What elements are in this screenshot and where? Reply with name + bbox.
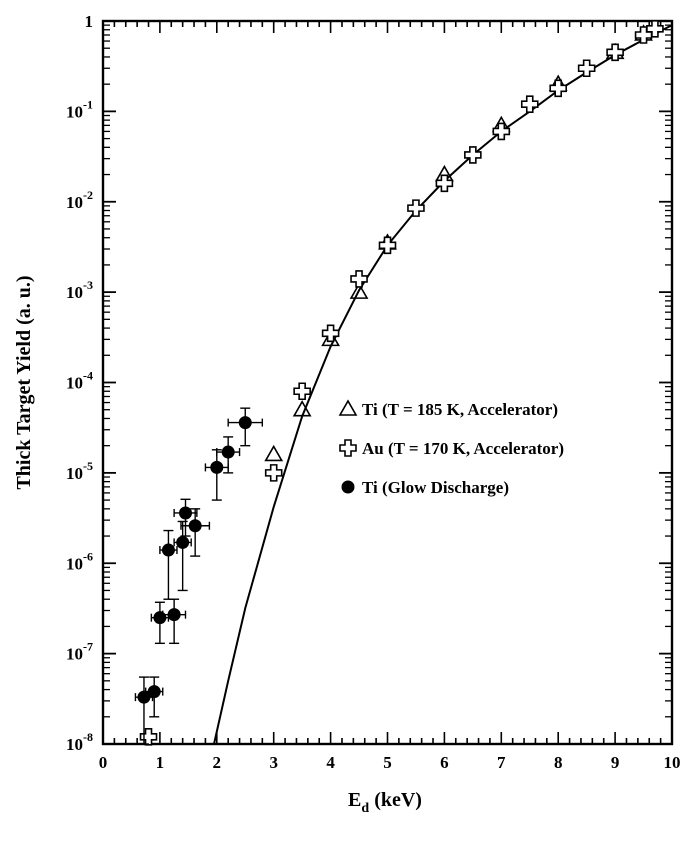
x-axis-title: Ed (keV) <box>348 789 422 816</box>
x-tick-label: 0 <box>99 753 108 772</box>
legend-label: Ti (T = 185 K, Accelerator) <box>362 400 558 419</box>
au-accelerator-point <box>350 270 368 288</box>
glow-discharge-point <box>179 506 193 520</box>
glow-discharge-point <box>147 685 161 699</box>
y-tick-label: 10-3 <box>66 278 93 302</box>
y-tick-label: 10-5 <box>66 459 93 483</box>
au-accelerator-point <box>407 199 425 217</box>
glow-discharge-point <box>161 543 175 557</box>
glow-discharge-point <box>167 608 181 622</box>
legend-label: Au (T = 170 K, Accelerator) <box>362 439 564 458</box>
glow-discharge-point <box>137 690 151 704</box>
legend-circle-icon <box>341 480 355 494</box>
fit-curve <box>213 24 673 745</box>
y-tick-label: 10-8 <box>66 730 93 754</box>
x-tick-label: 7 <box>497 753 506 772</box>
au-accelerator-point <box>264 464 283 482</box>
y-axis-title: Thick Target Yield (a. u.) <box>13 275 35 489</box>
legend: Ti (T = 185 K, Accelerator) Au (T = 170 K… <box>338 399 564 497</box>
ti-accelerator-point <box>321 329 340 347</box>
y-tick-label: 10-1 <box>66 97 93 121</box>
legend-triangle-icon <box>338 399 358 416</box>
x-tick-label: 9 <box>611 753 620 772</box>
legend-label: Ti (Glow Discharge) <box>362 478 509 497</box>
y-tick-label: 10-4 <box>66 369 93 393</box>
glow-discharge-point <box>221 445 235 459</box>
glow-discharge-point <box>188 519 202 533</box>
glow-discharge-point <box>176 535 190 549</box>
x-tick-label: 3 <box>269 753 278 772</box>
ti-accelerator-point <box>292 400 312 417</box>
au-accelerator-point <box>321 324 340 343</box>
x-tick-label: 8 <box>554 753 563 772</box>
x-tick-label: 4 <box>326 753 335 772</box>
x-tick-label: 1 <box>156 753 165 772</box>
x-tick-label: 10 <box>664 753 681 772</box>
y-tick-label: 10-7 <box>66 640 93 664</box>
au-accelerator-point <box>139 728 158 746</box>
plot-frame <box>101 19 674 746</box>
au-accelerator-point <box>646 19 664 38</box>
glow-discharge-point <box>153 611 167 625</box>
au-accelerator-point <box>293 382 311 401</box>
au-accelerator-point <box>464 146 482 164</box>
au-accelerator-point <box>549 79 567 98</box>
au-accelerator-point <box>520 95 539 114</box>
ti-accelerator-point <box>349 282 369 299</box>
glow-discharge-point <box>210 460 224 474</box>
glow-discharge-point <box>238 416 252 430</box>
x-tick-label: 6 <box>440 753 449 772</box>
au-accelerator-point <box>492 122 511 141</box>
au-accelerator-point <box>577 59 596 78</box>
y-tick-label: 10-6 <box>66 549 93 573</box>
data-points-group <box>134 19 664 746</box>
ti-accelerator-point <box>264 444 284 462</box>
axes-group <box>101 19 674 746</box>
x-tick-label: 5 <box>383 753 392 772</box>
au-accelerator-point <box>606 43 624 62</box>
au-accelerator-point <box>378 236 397 255</box>
y-tick-label: 10-2 <box>66 188 93 212</box>
axis-labels-group: 0 1 2 3 4 5 6 7 8 9 10 1 10-1 10-2 10-3 10-4 10-5 10-6 10-… <box>13 12 681 816</box>
x-tick-label: 2 <box>213 753 222 772</box>
legend-cross-icon <box>339 439 357 457</box>
y-tick-label: 1 <box>85 12 94 31</box>
au-accelerator-point <box>435 174 454 193</box>
fit-curve-group <box>213 24 673 745</box>
